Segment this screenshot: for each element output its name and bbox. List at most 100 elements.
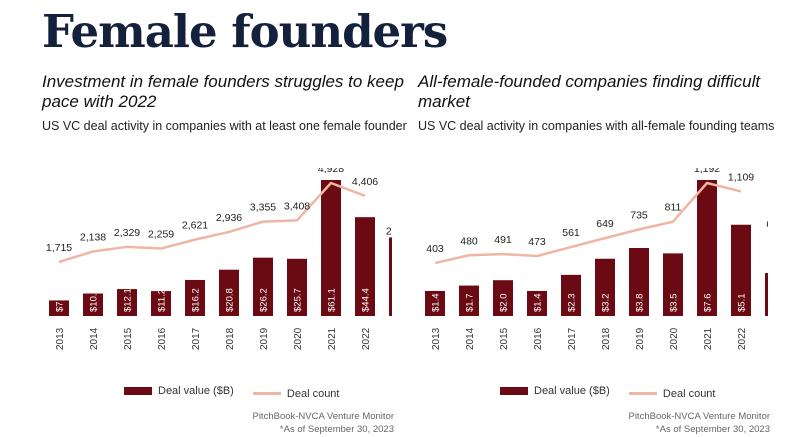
chart-panel-left: Investment in female founders struggles … bbox=[42, 72, 414, 437]
bar bbox=[561, 274, 581, 316]
chart-subtitle: US VC deal activity in companies with at… bbox=[42, 119, 407, 133]
bar-value-label: $2.3 bbox=[567, 294, 578, 313]
line-value-label: 4,928 bbox=[318, 168, 344, 175]
bar-value-label: $1.4 bbox=[533, 294, 544, 313]
x-tick-label: 2021 bbox=[327, 327, 338, 350]
chart-legend: Deal value ($B) Deal count bbox=[500, 385, 731, 400]
line-value-label: 2,259 bbox=[148, 229, 174, 241]
bar-value-label: $5.1 bbox=[737, 294, 748, 313]
line-value-label: 1,109 bbox=[728, 171, 754, 183]
bar-value-label: $1.4 bbox=[431, 294, 442, 313]
line-value-label: 4,406 bbox=[352, 176, 378, 188]
x-tick-label: 2017 bbox=[191, 327, 202, 350]
line-value-label: 811 bbox=[665, 202, 682, 214]
line-value-label: 403 bbox=[426, 243, 444, 255]
bar-value-label: $2.0 bbox=[499, 294, 510, 313]
x-tick-label: 2019 bbox=[635, 327, 646, 350]
bar bbox=[459, 285, 479, 316]
legend-label: Deal count bbox=[286, 387, 340, 400]
bar-value-label: $20.8 bbox=[225, 288, 236, 312]
bar bbox=[185, 279, 205, 316]
bar bbox=[287, 258, 307, 316]
footnote-text: *As of September 30, 2023 bbox=[655, 424, 770, 435]
bar bbox=[355, 217, 375, 316]
x-tick-label: 2017 bbox=[567, 327, 578, 350]
page-title: Female founders bbox=[42, 5, 448, 58]
bar-value-label: $3.8 bbox=[635, 294, 646, 313]
legend-item-bar: Deal value ($B) bbox=[500, 385, 610, 397]
x-tick-label: 2014 bbox=[465, 327, 476, 350]
chart-svg: $7.0 2013 $10.1 2014 $12.1 2015 $11.2 2016 $16.2… bbox=[46, 168, 392, 350]
bar bbox=[83, 293, 103, 316]
line-value-label: 1,192 bbox=[694, 168, 720, 175]
x-tick-label: 2013 bbox=[431, 327, 442, 350]
bar-value-label: $10.1 bbox=[89, 288, 100, 312]
legend-swatch-line bbox=[628, 392, 657, 395]
line-value-label: 2,385 bbox=[386, 225, 392, 237]
bar-value-label: $26.2 bbox=[259, 288, 270, 312]
source-note: PitchBook-NVCA Venture Monitor *As of Se… bbox=[628, 410, 770, 436]
line-value-label: 3,408 bbox=[284, 200, 310, 212]
line-value-label: 2,138 bbox=[80, 232, 106, 244]
x-tick-label: 2020 bbox=[669, 327, 680, 350]
chart-title: All-female-founded companies finding dif… bbox=[418, 72, 761, 111]
bar bbox=[697, 180, 717, 316]
legend-swatch-bar bbox=[500, 387, 528, 395]
line-value-label: 473 bbox=[528, 236, 546, 248]
line-value-label: 3,355 bbox=[250, 202, 276, 214]
line-value-label: 480 bbox=[460, 235, 478, 247]
bar bbox=[321, 180, 341, 316]
bar-value-label: $7.0 bbox=[55, 294, 66, 313]
x-tick-label: 2015 bbox=[499, 327, 510, 350]
x-tick-label: 2015 bbox=[123, 327, 134, 350]
line-value-label: 2,936 bbox=[216, 212, 242, 224]
bar-value-label: $11.2 bbox=[157, 289, 168, 312]
line-value-label: 735 bbox=[630, 209, 648, 221]
x-tick-label: 2016 bbox=[157, 327, 168, 350]
legend-swatch-bar bbox=[124, 387, 152, 395]
bar bbox=[389, 237, 392, 316]
series-line-deal-count bbox=[434, 181, 742, 265]
x-tick-label: 2018 bbox=[225, 327, 236, 350]
bar bbox=[663, 253, 683, 316]
x-tick-label: 2021 bbox=[703, 327, 714, 350]
bar-value-label: $7.6 bbox=[703, 294, 714, 313]
x-tick-label: 2020 bbox=[293, 327, 304, 350]
bar bbox=[731, 224, 751, 316]
legend-label: Deal value ($B) bbox=[534, 385, 610, 397]
bar-value-label: $25.7 bbox=[293, 288, 304, 312]
x-tick-label: 2016 bbox=[533, 327, 544, 350]
line-value-label: 2,329 bbox=[114, 227, 140, 239]
bar bbox=[253, 257, 273, 316]
source-text: PitchBook-NVCA Venture Monitor bbox=[252, 411, 394, 422]
x-tick-label: 2014 bbox=[89, 327, 100, 350]
bar bbox=[595, 258, 615, 316]
line-value-label: 649 bbox=[596, 218, 614, 230]
bar bbox=[49, 300, 69, 316]
bar bbox=[493, 280, 513, 316]
line-value-label: 646 bbox=[766, 218, 768, 230]
line-value-label: 561 bbox=[562, 227, 580, 239]
legend-item-bar: Deal value ($B) bbox=[124, 385, 234, 397]
series-line-deal-count bbox=[58, 181, 366, 264]
x-tick-label: 2022 bbox=[737, 327, 748, 350]
footnote-text: *As of September 30, 2023 bbox=[279, 424, 394, 435]
chart-title: Investment in female founders struggles … bbox=[42, 72, 404, 111]
bar bbox=[527, 290, 547, 316]
line-value-label: 491 bbox=[494, 234, 512, 246]
bar bbox=[151, 291, 171, 316]
chart-legend: Deal value ($B) Deal count bbox=[124, 385, 355, 400]
bar-value-label: $61.1 bbox=[327, 288, 338, 312]
source-note: PitchBook-NVCA Venture Monitor *As of Se… bbox=[252, 410, 394, 436]
legend-item-line: Deal count bbox=[252, 387, 340, 400]
source-text: PitchBook-NVCA Venture Monitor bbox=[628, 411, 770, 422]
bar-value-label: $1.7 bbox=[465, 294, 476, 313]
x-tick-label: 2018 bbox=[601, 327, 612, 350]
legend-label: Deal count bbox=[662, 387, 716, 400]
x-tick-label: 2013 bbox=[55, 327, 66, 350]
chart-svg: $1.4 2013 $1.7 2014 $2.0 2015 $1.4 2016 $2.3 2017… bbox=[425, 168, 768, 350]
bar-value-label: $44.4 bbox=[361, 288, 372, 312]
bar bbox=[117, 289, 137, 316]
x-tick-label: 2022 bbox=[361, 327, 372, 350]
line-value-label: 1,715 bbox=[46, 242, 72, 254]
